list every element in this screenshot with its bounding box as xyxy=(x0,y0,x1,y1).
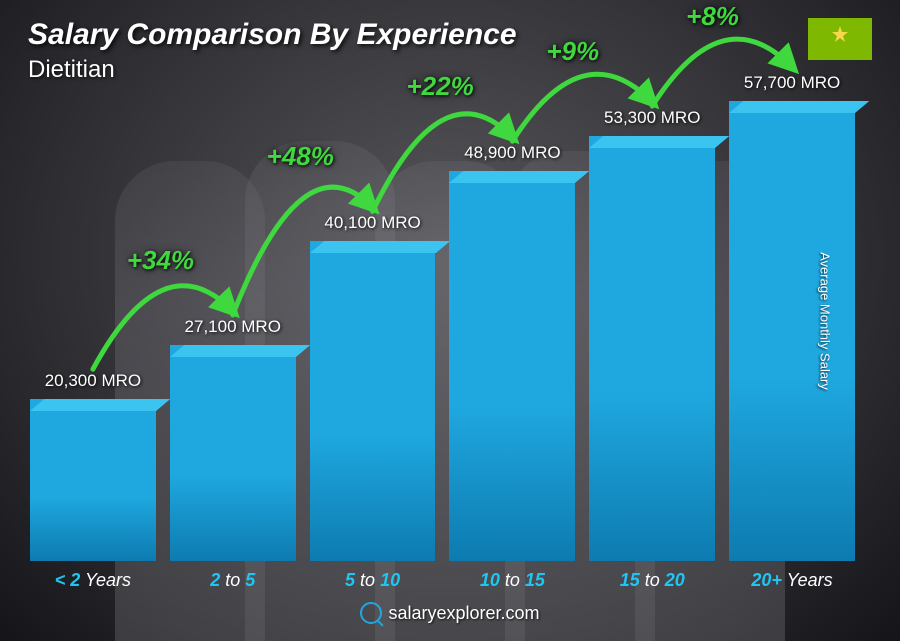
x-axis-category: 15 to 20 xyxy=(589,570,715,591)
source-attribution: salaryexplorer.com xyxy=(360,602,539,624)
bar: 53,300 MRO xyxy=(589,108,715,561)
chart-subtitle: Dietitian xyxy=(28,56,872,84)
bar: 48,900 MRO xyxy=(449,143,575,561)
bar: 20,300 MRO xyxy=(30,371,156,561)
magnifier-icon xyxy=(360,602,382,624)
country-flag-mauritania xyxy=(808,18,872,60)
bar-value-label: 48,900 MRO xyxy=(464,143,560,163)
x-axis-category: 2 to 5 xyxy=(170,570,296,591)
bar-chart: +34%+48%+22%+9%+8% 20,300 MRO27,100 MRO4… xyxy=(30,100,855,591)
bar-value-label: 27,100 MRO xyxy=(185,317,281,337)
source-text: salaryexplorer.com xyxy=(388,603,539,624)
x-axis-labels: < 2 Years 2 to 5 5 to 10 10 to 15 15 to 20 20… xyxy=(30,570,855,591)
x-axis-category: < 2 Years xyxy=(30,570,156,591)
bar: 40,100 MRO xyxy=(310,213,436,561)
footer: salaryexplorer.com xyxy=(0,602,900,629)
y-axis-label: Average Monthly Salary xyxy=(818,252,833,390)
x-axis-category: 5 to 10 xyxy=(310,570,436,591)
x-axis-category: 10 to 15 xyxy=(449,570,575,591)
bar: 27,100 MRO xyxy=(170,317,296,561)
bar-value-label: 40,100 MRO xyxy=(324,213,420,233)
bars-container: 20,300 MRO 27,100 MRO 40,100 MRO 48,900 MRO… xyxy=(30,100,855,561)
chart-title: Salary Comparison By Experience xyxy=(28,18,872,52)
bar: 57,700 MRO xyxy=(729,73,855,561)
bar-value-label: 20,300 MRO xyxy=(45,371,141,391)
header: Salary Comparison By Experience Dietitia… xyxy=(28,18,872,84)
x-axis-category: 20+ Years xyxy=(729,570,855,591)
bar-value-label: 53,300 MRO xyxy=(604,108,700,128)
